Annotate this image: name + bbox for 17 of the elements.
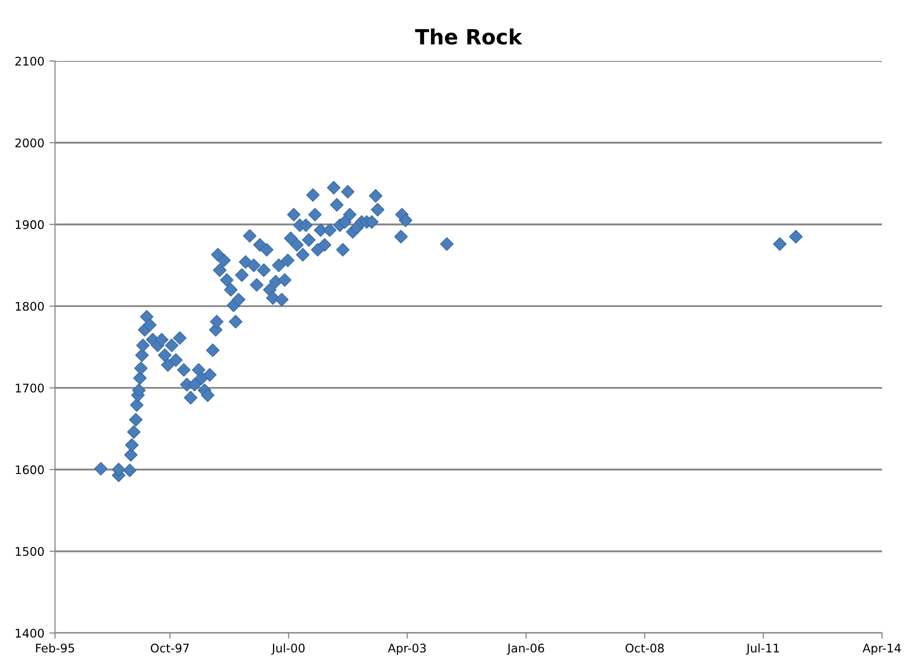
- y-tick-label: 1800: [16, 302, 44, 311]
- x-tick-label: Jul-00: [271, 643, 305, 655]
- y-tick-label: 1900: [16, 220, 44, 230]
- y-tick-label: 1500: [16, 547, 44, 556]
- x-tick-label: Feb-95: [36, 643, 74, 653]
- x-tick-label: Apr-14: [862, 644, 901, 655]
- x-tick-label: Jul-11: [746, 643, 779, 655]
- y-tick-label: 2100: [15, 56, 44, 66]
- x-tick-label: Oct-97: [150, 644, 189, 653]
- y-tick-label: 1700: [16, 384, 44, 393]
- x-tick-label: Apr-03: [388, 644, 426, 655]
- y-tick-label: 2000: [15, 138, 44, 148]
- y-tick-label: 1400: [16, 628, 44, 638]
- x-tick-label: Jan-06: [506, 644, 544, 655]
- chart-title: The Rock: [415, 28, 522, 45]
- y-tick-label: 1600: [16, 465, 44, 474]
- x-tick-label: Oct-08: [626, 644, 664, 653]
